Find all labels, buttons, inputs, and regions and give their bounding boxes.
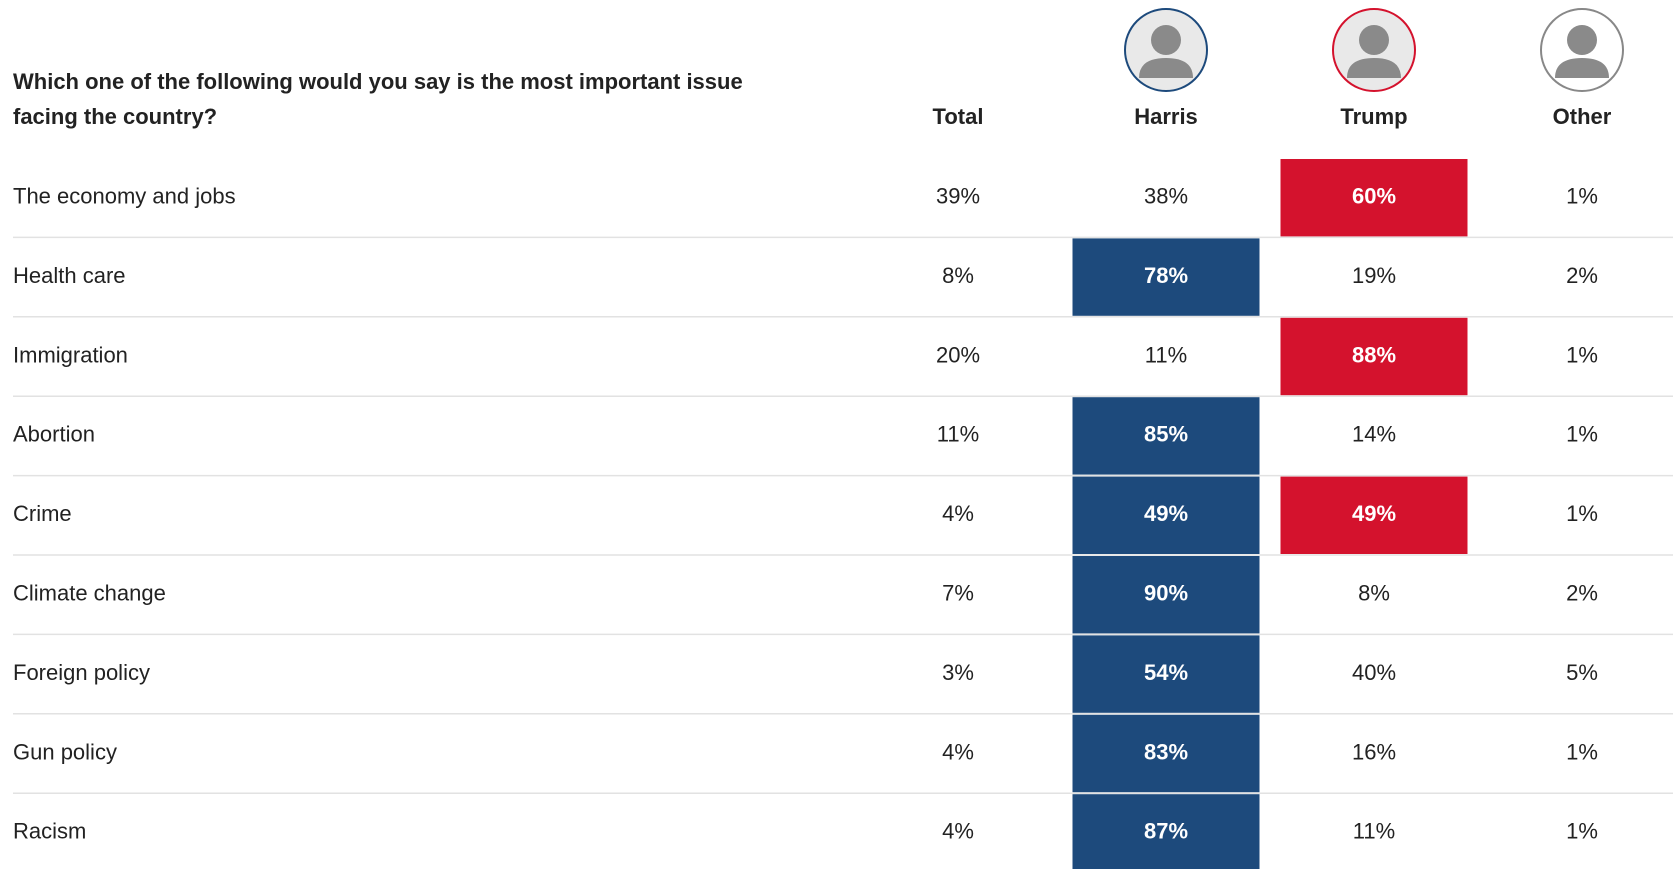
cell-value: 2% bbox=[1566, 263, 1598, 288]
cell-value: 4% bbox=[942, 819, 974, 844]
cell-value: 7% bbox=[942, 581, 974, 606]
cell-value: 54% bbox=[1144, 660, 1188, 685]
cell-value: 1% bbox=[1566, 342, 1598, 367]
row-label: Racism bbox=[13, 819, 86, 844]
cell-value: 19% bbox=[1352, 263, 1396, 288]
cell-value: 20% bbox=[936, 342, 980, 367]
cell-value: 38% bbox=[1144, 184, 1188, 209]
highlight-cell bbox=[1072, 635, 1260, 713]
row-label: Abortion bbox=[13, 422, 95, 447]
cell-value: 1% bbox=[1566, 739, 1598, 764]
cell-value: 14% bbox=[1352, 422, 1396, 447]
row-label: The economy and jobs bbox=[13, 184, 236, 209]
cell-value: 60% bbox=[1352, 184, 1396, 209]
row-label: Climate change bbox=[13, 581, 166, 606]
cell-value: 49% bbox=[1144, 501, 1188, 526]
row-label: Immigration bbox=[13, 342, 128, 367]
avatar bbox=[1124, 8, 1208, 92]
cell-value: 16% bbox=[1352, 739, 1396, 764]
cell-value: 2% bbox=[1566, 581, 1598, 606]
row-label: Gun policy bbox=[13, 739, 117, 764]
cell-value: 39% bbox=[936, 184, 980, 209]
avatar-body bbox=[1347, 58, 1401, 78]
avatar-head bbox=[1151, 25, 1181, 55]
cell-value: 1% bbox=[1566, 819, 1598, 844]
cell-value: 90% bbox=[1144, 581, 1188, 606]
highlight-cell bbox=[1280, 476, 1468, 554]
avatar-body bbox=[1555, 58, 1609, 78]
highlight-cell bbox=[1280, 317, 1468, 396]
cell-value: 8% bbox=[942, 263, 974, 288]
cell-value: 87% bbox=[1144, 819, 1188, 844]
cell-value: 1% bbox=[1566, 184, 1598, 209]
avatar bbox=[1332, 8, 1416, 92]
question-line: facing the country? bbox=[13, 104, 217, 129]
row-label: Health care bbox=[13, 263, 126, 288]
cell-value: 11% bbox=[1145, 342, 1187, 367]
cell-value: 1% bbox=[1566, 422, 1598, 447]
cell-value: 11% bbox=[937, 422, 979, 447]
row-label: Crime bbox=[13, 501, 72, 526]
cell-value: 8% bbox=[1358, 581, 1390, 606]
column-header: Total bbox=[933, 104, 984, 129]
highlight-cell bbox=[1280, 159, 1468, 237]
highlight-cell bbox=[1072, 556, 1260, 634]
highlight-cell bbox=[1072, 476, 1260, 554]
cell-value: 83% bbox=[1144, 739, 1188, 764]
highlight-cell bbox=[1072, 794, 1260, 872]
cell-value: 4% bbox=[942, 739, 974, 764]
column-header: Other bbox=[1553, 104, 1612, 129]
row-label: Foreign policy bbox=[13, 660, 150, 685]
cell-value: 4% bbox=[942, 501, 974, 526]
column-header: Trump bbox=[1340, 104, 1407, 129]
avatar-head bbox=[1359, 25, 1389, 55]
highlight-cell bbox=[1072, 238, 1260, 316]
highlight-cell bbox=[1072, 714, 1260, 793]
highlight-cell bbox=[1072, 397, 1260, 475]
cell-value: 85% bbox=[1144, 422, 1188, 447]
column-header: Harris bbox=[1134, 104, 1198, 129]
cell-value: 40% bbox=[1352, 660, 1396, 685]
cell-value: 5% bbox=[1566, 660, 1598, 685]
avatar-body bbox=[1139, 58, 1193, 78]
cell-value: 88% bbox=[1352, 342, 1396, 367]
avatar-head bbox=[1567, 25, 1597, 55]
avatar bbox=[1540, 8, 1624, 92]
cell-value: 11% bbox=[1353, 819, 1395, 844]
cell-value: 1% bbox=[1566, 501, 1598, 526]
cell-value: 3% bbox=[942, 660, 974, 685]
cell-value: 78% bbox=[1144, 263, 1188, 288]
cell-value: 49% bbox=[1352, 501, 1396, 526]
question-line: Which one of the following would you say… bbox=[13, 69, 743, 94]
